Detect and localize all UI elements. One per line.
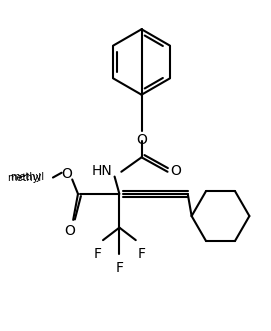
Text: methyl: methyl bbox=[7, 172, 41, 182]
Text: methyl: methyl bbox=[10, 171, 44, 182]
Text: O: O bbox=[64, 224, 75, 238]
Text: O: O bbox=[136, 133, 147, 147]
Text: F: F bbox=[138, 247, 146, 261]
Text: F: F bbox=[93, 247, 101, 261]
Text: O: O bbox=[170, 164, 181, 178]
Text: F: F bbox=[115, 261, 123, 275]
Text: HN: HN bbox=[92, 164, 113, 178]
Text: O: O bbox=[61, 167, 72, 181]
